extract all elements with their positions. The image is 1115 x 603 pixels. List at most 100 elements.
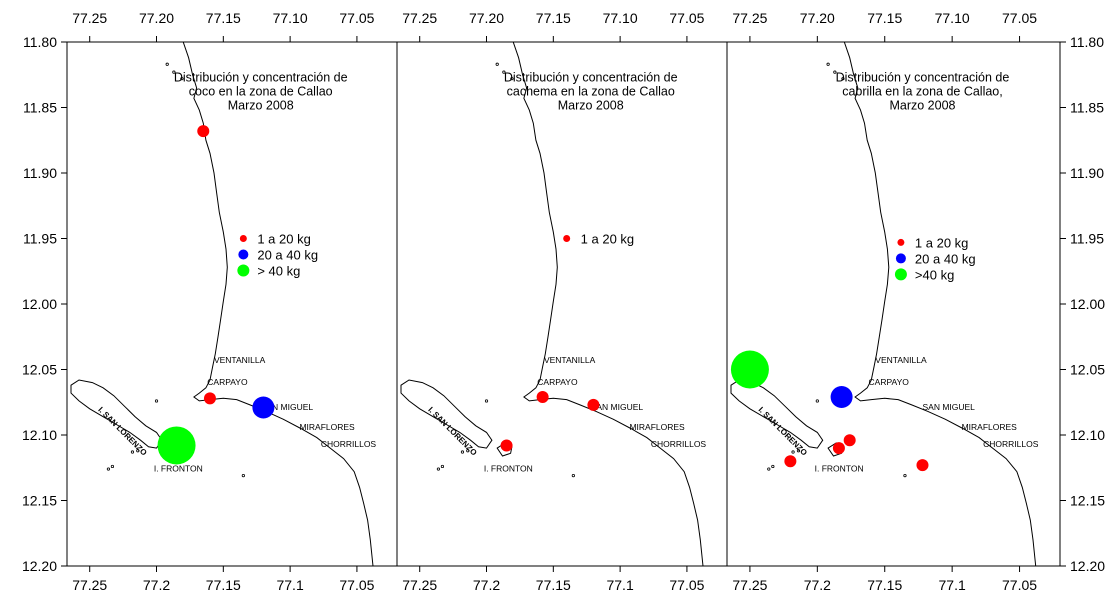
map-panel-3: VENTANILLA CARPAYO SAN MIGUEL MIRAFLORES CHO…: [726, 10, 1061, 593]
islet: [791, 450, 795, 454]
place-label-fronton: I. FRONTON: [154, 464, 203, 474]
place-label-carpayo: CARPAYO: [537, 377, 578, 387]
place-label-miraflores: MIRAFLORES: [299, 422, 355, 432]
catch-point: [197, 125, 210, 138]
catch-point: [730, 350, 769, 389]
islet: [440, 464, 445, 469]
x-tick-label-top: 77.10: [935, 10, 970, 26]
y-tick-label-right: 12.20: [1070, 558, 1105, 574]
y-tick-label-left: 12.00: [22, 296, 57, 312]
catch-point: [500, 439, 513, 452]
islet: [767, 467, 771, 471]
panel-frame: [396, 41, 728, 567]
islet: [241, 474, 245, 478]
islet: [571, 474, 575, 478]
y-tick-label-left: 11.85: [23, 100, 57, 116]
islet: [136, 449, 140, 453]
islet: [796, 449, 801, 453]
x-tick-label-top: 77.05: [339, 10, 374, 26]
x-tick-label-top: 77.20: [139, 10, 174, 26]
legend-label: 1 a 20 kg: [915, 235, 969, 250]
legend-label: > 40 kg: [257, 264, 300, 279]
x-tick-label-top: 77.15: [206, 10, 241, 26]
x-tick-label-top: 77.15: [867, 10, 902, 26]
island-san-lorenzo: [400, 379, 493, 449]
islet: [180, 77, 184, 81]
x-tick-label-bottom: 77.1: [276, 577, 303, 593]
catch-point: [536, 391, 549, 404]
place-label-ventanilla: VENTANILLA: [875, 355, 927, 365]
islet: [130, 450, 135, 454]
legend-marker: [238, 249, 249, 260]
catch-point: [843, 434, 856, 447]
y-tick-label-right: 11.85: [1070, 100, 1104, 116]
panel-title-line: Distribución y concentración de: [174, 70, 348, 84]
islet: [510, 77, 514, 81]
legend-label: 20 a 40 kg: [257, 248, 318, 263]
place-label-fronton: I. FRONTON: [815, 464, 864, 474]
x-tick-label-top: 77.05: [669, 10, 704, 26]
panel-title-line: Marzo 2008: [558, 98, 624, 112]
y-tick-label-left: 11.90: [23, 165, 57, 181]
islet: [172, 70, 176, 74]
panel-title-line: Distribución y concentración de: [836, 70, 1010, 84]
x-tick-label-bottom: 77.1: [606, 577, 633, 593]
islet: [484, 399, 489, 403]
legend-marker: [239, 235, 247, 242]
place-label-chorrillos: CHORRILLOS: [651, 439, 707, 449]
islet: [106, 467, 111, 471]
x-tick-label-bottom: 77.25: [402, 577, 437, 593]
coastline: [182, 42, 374, 566]
place-label-miraflores: MIRAFLORES: [629, 422, 685, 432]
legend-label: >40 kg: [915, 267, 954, 282]
islet: [903, 474, 907, 478]
x-tick-label-top: 77.10: [603, 10, 638, 26]
catch-point: [832, 442, 845, 455]
catch-point: [587, 398, 600, 411]
y-tick-label-left: 12.10: [22, 427, 57, 443]
panel-title-line: coco en la zona de Callao: [189, 84, 333, 98]
panel-title-line: Marzo 2008: [228, 98, 294, 112]
coastline: [512, 42, 704, 566]
islet: [841, 77, 845, 81]
catch-point: [203, 392, 216, 405]
islet: [466, 449, 470, 453]
y-tick-label-right: 11.90: [1070, 165, 1104, 181]
islet: [826, 62, 830, 66]
x-tick-label-bottom: 77.05: [1002, 577, 1037, 593]
x-tick-label-bottom: 77.15: [206, 577, 241, 593]
islet: [460, 450, 465, 454]
islet: [165, 62, 169, 66]
islet: [833, 70, 837, 74]
y-tick-label-right: 12.10: [1070, 427, 1105, 443]
y-tick-label-left: 11.95: [23, 231, 57, 247]
y-tick-label-right: 12.05: [1070, 362, 1105, 378]
x-tick-label-bottom: 77.15: [867, 577, 902, 593]
x-tick-label-bottom: 77.2: [804, 577, 831, 593]
y-tick-label-left: 12.15: [22, 493, 57, 509]
map-content: VENTANILLA CARPAYO SAN MIGUEL MIRAFLORES CHO…: [70, 42, 376, 566]
catch-point: [784, 455, 797, 468]
map-content: VENTANILLA CARPAYO SAN MIGUEL MIRAFLORES CHO…: [400, 42, 707, 566]
legend-marker: [237, 264, 250, 277]
y-tick-label-right: 11.80: [1070, 34, 1104, 50]
panel-title-line: Marzo 2008: [889, 98, 955, 112]
legend-marker: [897, 238, 905, 246]
catch-point: [157, 426, 196, 465]
y-tick-label-right: 12.15: [1070, 493, 1105, 509]
place-label-san-miguel: SAN MIGUEL: [591, 402, 644, 412]
place-label-carpayo: CARPAYO: [207, 377, 248, 387]
place-label-carpayo: CARPAYO: [869, 377, 910, 387]
islet: [110, 464, 115, 469]
islet: [154, 399, 159, 403]
y-tick-label-right: 12.00: [1070, 296, 1105, 312]
x-tick-label-top: 77.25: [72, 10, 107, 26]
panel-frame: [726, 41, 1061, 567]
islet: [502, 70, 506, 74]
x-tick-label-top: 77.15: [536, 10, 571, 26]
panel-title-line: cabrilla en la zona de Callao,: [842, 84, 1003, 98]
legend-label: 1 a 20 kg: [581, 232, 635, 247]
y-tick-label-right: 11.95: [1070, 231, 1104, 247]
map-panel-2: VENTANILLA CARPAYO SAN MIGUEL MIRAFLORES CHO…: [396, 10, 728, 593]
place-label-fronton: I. FRONTON: [484, 464, 533, 474]
